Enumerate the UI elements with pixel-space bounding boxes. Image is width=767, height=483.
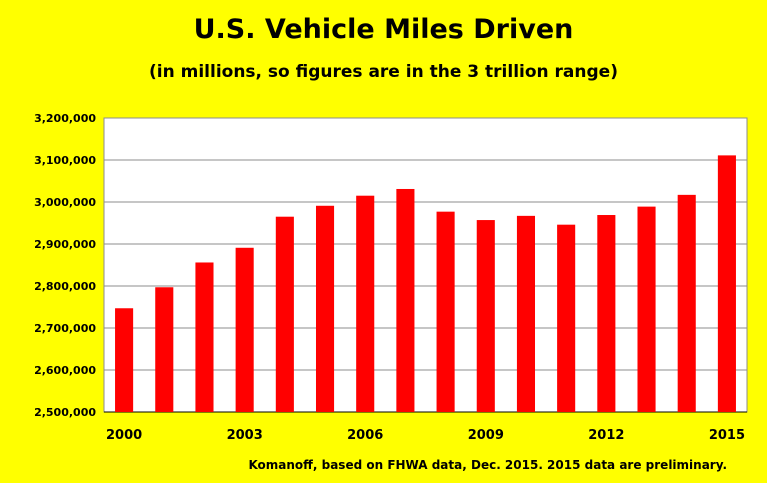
- bar-2007: [396, 188, 415, 412]
- bar-2015: [717, 155, 736, 412]
- bar-2004: [275, 216, 294, 412]
- bar-2010: [516, 215, 536, 412]
- bar-2006: [356, 195, 375, 412]
- bar-2002: [195, 262, 214, 412]
- x-tick-label: 2006: [347, 428, 383, 443]
- y-tick-label: 3,200,000: [34, 112, 96, 125]
- x-tick-label: 2000: [106, 428, 142, 443]
- y-tick-label: 3,000,000: [34, 196, 96, 209]
- y-tick-label: 2,600,000: [34, 364, 96, 377]
- bar-2011: [557, 224, 576, 412]
- y-tick-label: 3,100,000: [34, 154, 96, 167]
- x-tick-label: 2012: [588, 428, 624, 443]
- y-tick-label: 2,800,000: [34, 280, 96, 293]
- bar-2003: [235, 247, 254, 412]
- y-tick-label: 2,900,000: [34, 238, 96, 251]
- bar-2000: [115, 308, 134, 412]
- chart-title: U.S. Vehicle Miles Driven: [193, 14, 574, 45]
- x-tick-label: 2015: [709, 428, 745, 443]
- bar-2001: [155, 287, 174, 412]
- bars: [115, 155, 736, 412]
- bar-2005: [315, 205, 335, 412]
- x-tick-label: 2009: [468, 428, 504, 443]
- bar-2009: [476, 220, 495, 412]
- y-tick-label: 2,500,000: [34, 406, 96, 419]
- y-axis-tick-labels: 2,500,000 2,600,000 2,700,000 2,800,000 2,90…: [34, 112, 96, 419]
- source-credit: Komanoff, based on FHWA data, Dec. 2015.…: [248, 458, 727, 472]
- bar-2013: [637, 206, 656, 412]
- chart-subtitle: (in millions, so figures are in the 3 tr…: [149, 62, 618, 82]
- x-axis-tick-labels: 2000 2003 2006 2009 2012 2015: [106, 428, 745, 443]
- bar-2008: [436, 211, 455, 412]
- x-tick-label: 2003: [227, 428, 263, 443]
- y-tick-label: 2,700,000: [34, 322, 96, 335]
- bar-2014: [677, 194, 696, 412]
- bar-2012: [597, 215, 616, 412]
